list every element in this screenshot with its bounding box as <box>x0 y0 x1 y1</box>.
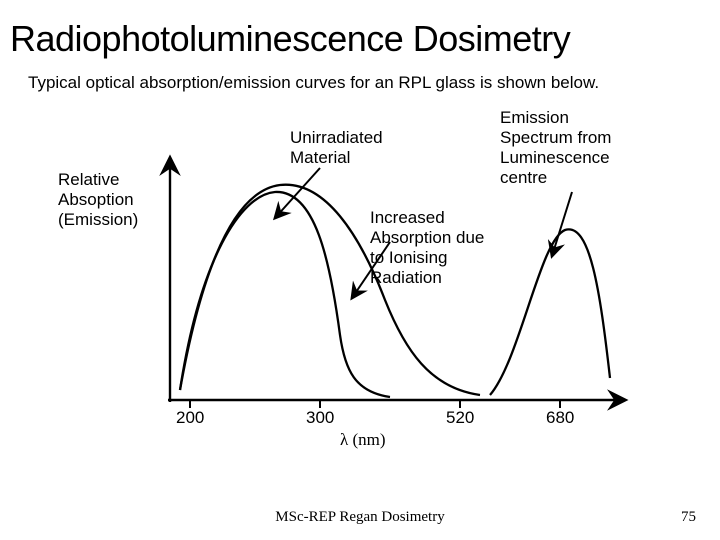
x-axis-label: λ (nm) <box>340 430 386 450</box>
curve-unirradiated <box>180 192 390 397</box>
arrow-emission <box>552 192 572 256</box>
tick-200: 200 <box>176 408 204 428</box>
page-subtitle: Typical optical absorption/emission curv… <box>0 68 720 93</box>
curve-emission <box>490 229 610 395</box>
y-axis-label: Relative Absoption (Emission) <box>58 170 138 230</box>
tick-300: 300 <box>306 408 334 428</box>
tick-680: 680 <box>546 408 574 428</box>
label-unirradiated: Unirradiated Material <box>290 128 383 168</box>
rpl-curves-figure: Relative Absoption (Emission) Unirradiat… <box>90 130 650 470</box>
label-increased: Increased Absorption due to Ionising Rad… <box>370 208 484 288</box>
tick-520: 520 <box>446 408 474 428</box>
page-title: Radiophotoluminescence Dosimetry <box>0 0 720 68</box>
footer-text: MSc-REP Regan Dosimetry <box>0 509 720 526</box>
page-number: 75 <box>681 509 696 526</box>
label-emission: Emission Spectrum from Luminescence cent… <box>500 108 611 188</box>
